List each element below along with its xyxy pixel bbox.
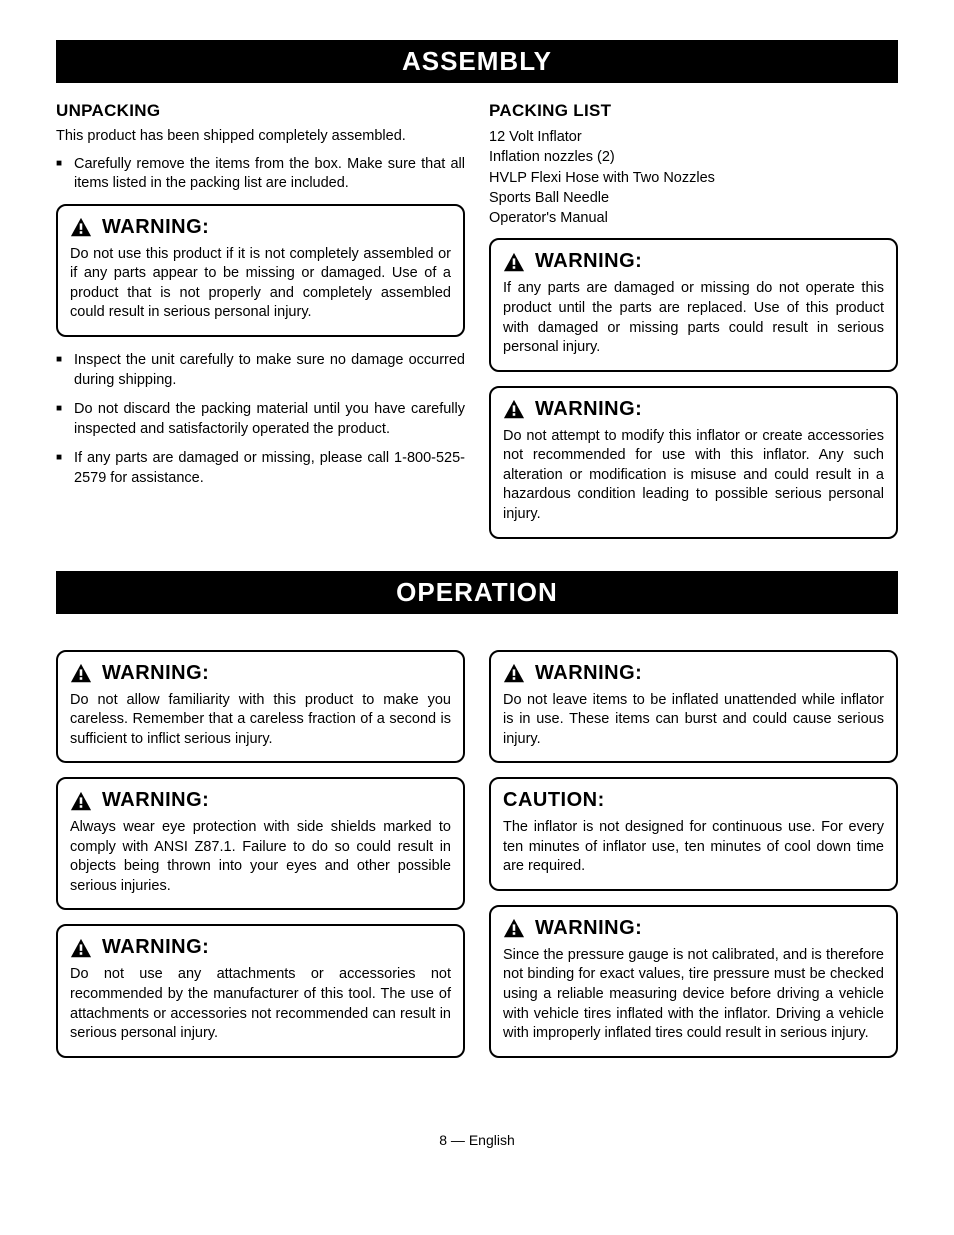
packing-item-4: Sports Ball Needle <box>489 188 898 208</box>
packing-list: 12 Volt Inflator Inflation nozzles (2) H… <box>489 127 898 228</box>
warning-triangle-icon <box>70 663 92 683</box>
warning-box-op-1: WARNING: Do not allow familiarity with t… <box>56 650 465 764</box>
packing-item-5: Operator's Manual <box>489 208 898 228</box>
warning-header: WARNING: <box>503 250 884 273</box>
unpacking-heading: UNPACKING <box>56 101 465 121</box>
warning-body: Do not leave items to be inflated unatte… <box>503 691 884 750</box>
section-title-assembly: ASSEMBLY <box>56 40 898 83</box>
warning-label: WARNING: <box>102 662 209 685</box>
warning-triangle-icon <box>70 791 92 811</box>
section-title-operation: OPERATION <box>56 571 898 614</box>
warning-header: WARNING: <box>503 398 884 421</box>
warning-body: Do not use this product if it is not com… <box>70 245 451 323</box>
caution-box-op-1: CAUTION: The inflator is not designed fo… <box>489 777 898 891</box>
unpacking-bullet-4: If any parts are damaged or missing, ple… <box>56 449 465 488</box>
warning-body: Do not attempt to modify this inflator o… <box>503 427 884 525</box>
warning-body: Do not use any attachments or accessorie… <box>70 965 451 1043</box>
warning-header: WARNING: <box>70 216 451 239</box>
warning-box-op-5: WARNING: Since the pressure gauge is not… <box>489 905 898 1058</box>
warning-triangle-icon <box>503 918 525 938</box>
assembly-columns: UNPACKING This product has been shipped … <box>56 101 898 553</box>
packing-list-heading: PACKING LIST <box>489 101 898 121</box>
warning-box-assembly-2: WARNING: If any parts are damaged or mis… <box>489 238 898 371</box>
warning-header: WARNING: <box>70 936 451 959</box>
warning-label: WARNING: <box>102 216 209 239</box>
warning-box-op-3: WARNING: Do not use any attachments or a… <box>56 924 465 1057</box>
warning-triangle-icon <box>70 938 92 958</box>
caution-label: CAUTION: <box>503 789 605 812</box>
unpacking-list-1: Carefully remove the items from the box.… <box>56 155 465 194</box>
warning-body: Do not allow familiarity with this produ… <box>70 691 451 750</box>
warning-box-op-4: WARNING: Do not leave items to be inflat… <box>489 650 898 764</box>
packing-item-2: Inflation nozzles (2) <box>489 147 898 167</box>
warning-label: WARNING: <box>102 936 209 959</box>
warning-box-op-2: WARNING: Always wear eye protection with… <box>56 777 465 910</box>
packing-item-1: 12 Volt Inflator <box>489 127 898 147</box>
warning-label: WARNING: <box>535 250 642 273</box>
warning-header: WARNING: <box>70 789 451 812</box>
warning-body: If any parts are damaged or missing do n… <box>503 279 884 357</box>
operation-columns: WARNING: Do not allow familiarity with t… <box>56 650 898 1072</box>
unpacking-intro: This product has been shipped completely… <box>56 127 465 147</box>
warning-triangle-icon <box>503 252 525 272</box>
packing-item-3: HVLP Flexi Hose with Two Nozzles <box>489 168 898 188</box>
warning-box-assembly-1: WARNING: Do not use this product if it i… <box>56 204 465 337</box>
warning-triangle-icon <box>503 663 525 683</box>
unpacking-bullet-1: Carefully remove the items from the box.… <box>56 155 465 194</box>
warning-triangle-icon <box>503 399 525 419</box>
warning-label: WARNING: <box>535 662 642 685</box>
warning-body: Since the pressure gauge is not calibrat… <box>503 946 884 1044</box>
warning-triangle-icon <box>70 217 92 237</box>
assembly-left-col: UNPACKING This product has been shipped … <box>56 101 465 553</box>
warning-header: WARNING: <box>503 662 884 685</box>
caution-body: The inflator is not designed for continu… <box>503 818 884 877</box>
warning-header: WARNING: <box>503 917 884 940</box>
caution-header: CAUTION: <box>503 789 884 812</box>
warning-label: WARNING: <box>535 917 642 940</box>
warning-label: WARNING: <box>102 789 209 812</box>
operation-right-col: WARNING: Do not leave items to be inflat… <box>489 650 898 1072</box>
warning-header: WARNING: <box>70 662 451 685</box>
warning-box-assembly-3: WARNING: Do not attempt to modify this i… <box>489 386 898 539</box>
operation-left-col: WARNING: Do not allow familiarity with t… <box>56 650 465 1072</box>
warning-body: Always wear eye protection with side shi… <box>70 818 451 896</box>
assembly-right-col: PACKING LIST 12 Volt Inflator Inflation … <box>489 101 898 553</box>
page-footer: 8 — English <box>56 1132 898 1148</box>
unpacking-bullet-2: Inspect the unit carefully to make sure … <box>56 351 465 390</box>
unpacking-list-2: Inspect the unit carefully to make sure … <box>56 351 465 488</box>
warning-label: WARNING: <box>535 398 642 421</box>
unpacking-bullet-3: Do not discard the packing material unti… <box>56 400 465 439</box>
